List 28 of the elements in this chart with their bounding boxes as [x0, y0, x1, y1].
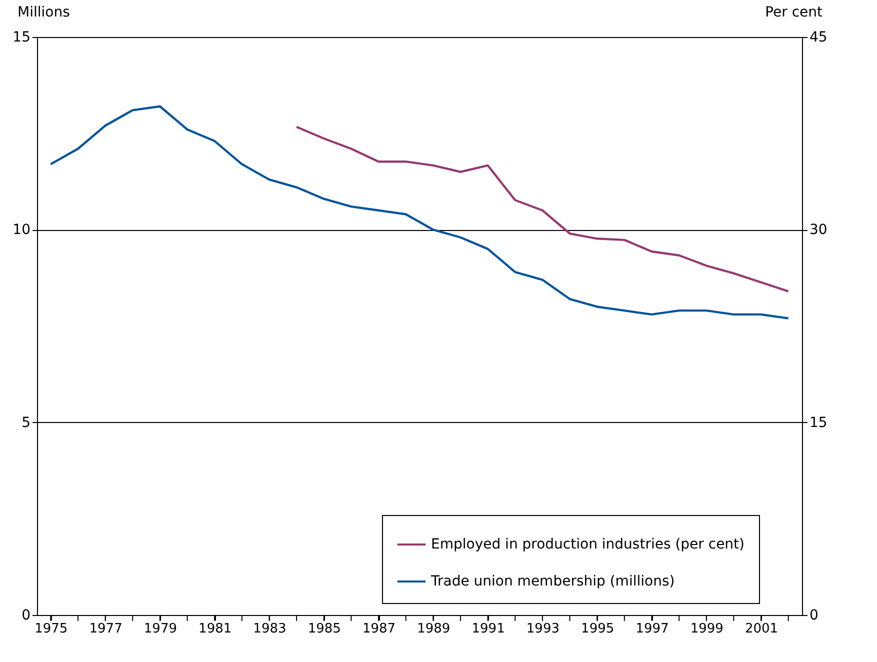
x-tick-label: 1975	[34, 622, 68, 636]
legend-label: Employed in production industries (per cent)	[431, 536, 745, 552]
x-tick-label: 1983	[253, 622, 286, 636]
y-tick-label: 15	[12, 30, 30, 46]
y2-tick-label: 45	[810, 30, 828, 46]
x-tick-label: 1999	[690, 622, 724, 636]
y-tick-label: 10	[12, 222, 30, 238]
x-tick-label: 1989	[417, 622, 450, 636]
x-tick-label: 2001	[744, 622, 778, 636]
y-tick-label: 5	[22, 414, 30, 431]
line-series	[295, 126, 790, 292]
x-tick-label: 1987	[362, 622, 396, 636]
x-tick-label: 1997	[636, 622, 669, 636]
y2-tick-label: 15	[810, 414, 828, 431]
x-tick-label: 1993	[526, 622, 560, 636]
legend-label: Trade union membership (millions)	[430, 574, 675, 590]
y2-axis-title: Per cent	[765, 4, 824, 20]
x-tick-label: 1979	[144, 622, 177, 636]
y2-tick-label: 0	[810, 608, 818, 624]
x-tick-label: 1981	[198, 622, 232, 636]
x-tick-label: 1995	[581, 622, 614, 636]
line-series	[50, 105, 790, 320]
y-tick-label: 0	[22, 608, 30, 624]
y2-tick-label: 30	[810, 222, 828, 238]
x-tick-label: 1991	[472, 622, 505, 636]
x-tick-label: 1977	[89, 622, 122, 636]
y-axis-title: Millions	[18, 4, 70, 20]
x-tick-label: 1985	[308, 622, 341, 636]
